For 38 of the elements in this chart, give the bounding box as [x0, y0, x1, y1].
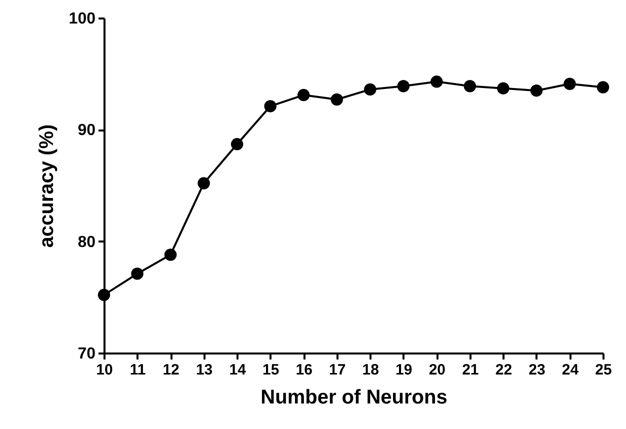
point	[297, 88, 310, 102]
x-axis-title: Number of Neurons	[260, 386, 448, 408]
y-tick-label: 70	[78, 346, 96, 362]
point	[364, 83, 376, 96]
y-axis-title: accuracy (%)	[36, 124, 58, 248]
point	[397, 80, 410, 92]
y-tick-label: 90	[78, 122, 96, 140]
x-tick-label: 17	[329, 362, 346, 378]
x-tick-label: 18	[362, 362, 379, 378]
point	[131, 268, 144, 280]
point	[264, 100, 276, 112]
x-tick-label: 15	[262, 362, 280, 378]
point	[230, 138, 244, 150]
x-tick-label: 16	[296, 362, 312, 378]
x-tick-label: 19	[396, 362, 412, 378]
point	[164, 248, 177, 261]
point	[596, 81, 610, 94]
x-tick-label: 20	[428, 362, 446, 378]
point	[464, 80, 476, 92]
point	[564, 78, 576, 90]
x-tick-label: 22	[495, 362, 512, 378]
x-tick-label: 14	[229, 362, 247, 378]
point	[198, 177, 210, 190]
x-tick-label: 24	[562, 362, 580, 378]
y-tick-label: 80	[78, 234, 96, 251]
x-tick-label: 11	[130, 362, 146, 378]
y-tick-label: 100	[68, 10, 96, 28]
point	[497, 82, 510, 94]
point	[330, 93, 343, 106]
x-tick-label: 10	[96, 362, 113, 378]
x-tick-label: 25	[595, 362, 612, 378]
x-tick-label: 23	[528, 362, 546, 378]
x-tick-label: 12	[162, 362, 180, 378]
point	[530, 84, 543, 97]
point	[430, 76, 443, 88]
x-tick-label: 21	[462, 362, 479, 378]
x-tick-label: 13	[196, 362, 213, 378]
point	[98, 288, 110, 302]
